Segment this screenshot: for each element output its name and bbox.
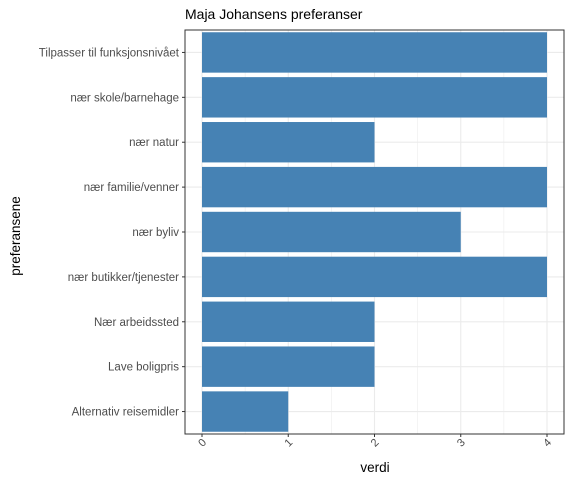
category-label: nær natur	[129, 137, 179, 149]
bar	[202, 346, 375, 387]
plot-panel: Tilpasser til funksjonsnivået nær skole/b…	[39, 29, 565, 450]
bar	[202, 77, 547, 118]
x-tick-label: 0	[196, 437, 209, 450]
bar	[202, 391, 289, 432]
y-axis-title: preferansene	[8, 196, 23, 276]
category-label: Lave boligpris	[108, 362, 179, 374]
category-label: Nær arbeidssted	[94, 317, 179, 329]
x-tick-label: 1	[283, 437, 296, 450]
bar	[202, 32, 547, 73]
x-tick-label: 2	[369, 437, 382, 450]
bar	[202, 122, 375, 163]
bar	[202, 211, 461, 253]
category-label: nær byliv	[132, 227, 179, 239]
category-label: nær butikker/tjenester	[68, 272, 179, 284]
chart-title: Maja Johansens preferanser	[185, 6, 363, 22]
category-label: nær skole/barnehage	[70, 92, 179, 104]
bar	[202, 301, 375, 342]
x-tick-label: 4	[541, 437, 554, 450]
category-label: Tilpasser til funksjonsnivået	[39, 47, 180, 59]
x-tick-label: 3	[455, 437, 468, 450]
bar	[202, 256, 547, 298]
x-axis-title: verdi	[360, 460, 389, 475]
category-label: Alternativ reisemidler	[72, 407, 180, 419]
bar	[202, 166, 547, 208]
category-label: nær familie/venner	[84, 182, 179, 194]
